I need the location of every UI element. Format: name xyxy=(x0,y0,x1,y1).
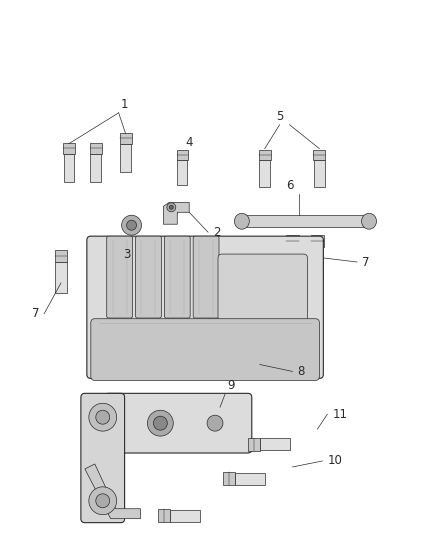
Text: 3: 3 xyxy=(123,248,130,261)
FancyBboxPatch shape xyxy=(193,236,219,318)
Ellipse shape xyxy=(362,213,377,229)
Polygon shape xyxy=(311,247,323,278)
Text: 6: 6 xyxy=(286,180,293,192)
Ellipse shape xyxy=(153,416,167,430)
Ellipse shape xyxy=(167,203,176,212)
Text: 7: 7 xyxy=(362,255,370,269)
Ellipse shape xyxy=(122,215,141,235)
Ellipse shape xyxy=(89,403,117,431)
FancyBboxPatch shape xyxy=(91,319,319,381)
Polygon shape xyxy=(64,154,74,182)
Polygon shape xyxy=(235,473,265,484)
Text: 7: 7 xyxy=(32,307,39,320)
Polygon shape xyxy=(287,247,298,278)
Ellipse shape xyxy=(96,494,110,508)
Polygon shape xyxy=(177,160,187,185)
Polygon shape xyxy=(120,133,131,144)
FancyBboxPatch shape xyxy=(107,236,133,318)
FancyBboxPatch shape xyxy=(164,236,190,318)
Text: 5: 5 xyxy=(276,110,283,123)
Text: 10: 10 xyxy=(327,455,342,467)
Text: 2: 2 xyxy=(213,225,221,239)
Ellipse shape xyxy=(127,220,137,230)
Text: 1: 1 xyxy=(120,98,128,111)
Polygon shape xyxy=(159,509,170,522)
Polygon shape xyxy=(63,143,75,154)
Polygon shape xyxy=(163,203,189,224)
Polygon shape xyxy=(242,215,369,227)
Ellipse shape xyxy=(89,487,117,515)
FancyBboxPatch shape xyxy=(218,254,307,344)
Polygon shape xyxy=(55,250,67,262)
Polygon shape xyxy=(90,143,102,154)
FancyBboxPatch shape xyxy=(105,393,252,453)
Polygon shape xyxy=(90,154,101,182)
Polygon shape xyxy=(223,472,235,486)
Ellipse shape xyxy=(234,213,249,229)
Polygon shape xyxy=(286,235,299,247)
FancyBboxPatch shape xyxy=(135,236,161,318)
FancyBboxPatch shape xyxy=(81,393,124,523)
Text: 8: 8 xyxy=(297,365,305,378)
Text: 11: 11 xyxy=(332,408,347,421)
Polygon shape xyxy=(259,438,290,450)
Polygon shape xyxy=(314,160,325,188)
FancyBboxPatch shape xyxy=(87,236,323,378)
Polygon shape xyxy=(177,150,188,160)
Ellipse shape xyxy=(207,415,223,431)
Polygon shape xyxy=(248,438,259,450)
Polygon shape xyxy=(170,510,200,521)
Text: 4: 4 xyxy=(185,135,193,149)
Polygon shape xyxy=(314,150,325,160)
Ellipse shape xyxy=(170,205,173,209)
Text: 9: 9 xyxy=(227,379,234,392)
Ellipse shape xyxy=(148,410,173,436)
Polygon shape xyxy=(120,144,131,173)
Polygon shape xyxy=(85,464,141,519)
Ellipse shape xyxy=(96,410,110,424)
Polygon shape xyxy=(55,262,67,293)
Polygon shape xyxy=(259,160,270,188)
Polygon shape xyxy=(259,150,271,160)
Polygon shape xyxy=(311,235,324,247)
